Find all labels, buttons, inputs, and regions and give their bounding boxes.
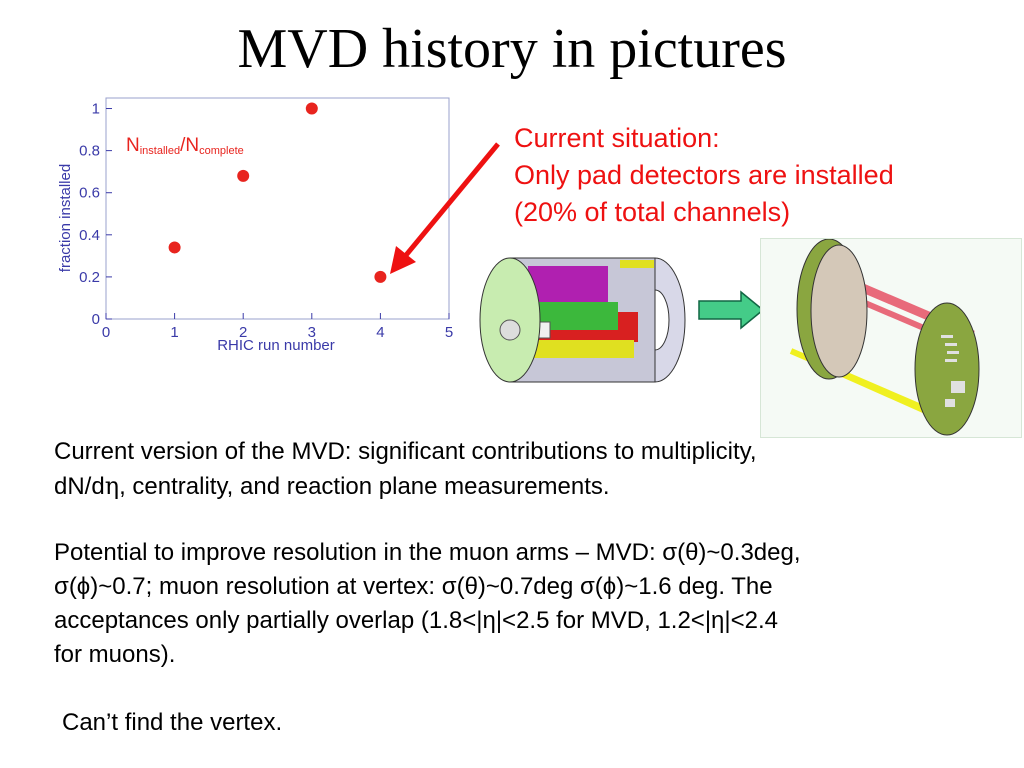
- data-point: [374, 270, 387, 283]
- annotation-sub1: installed: [140, 145, 180, 157]
- chart-axes: 0 1 2 3 4 5 0 0.2 0.4 0.6 0.8 1: [79, 97, 453, 341]
- paragraph2-line-4: for muons).: [54, 641, 176, 668]
- x-tick-label: 0: [102, 324, 110, 341]
- paragraph1-text-c: , centrality, and reaction plane measure…: [119, 473, 610, 500]
- pad-detector-illustration: [789, 238, 980, 436]
- x-tick-label: 5: [445, 324, 453, 341]
- plot-frame: [105, 97, 450, 320]
- paragraph2-line-1: Potential to improve resolution in the m…: [54, 539, 801, 566]
- chart-svg: 0 1 2 3 4 5 0 0.2 0.4 0.6 0.8 1 RHIC run number fra…: [57, 97, 453, 354]
- callout-line-2: Only pad detectors are installed: [514, 160, 894, 190]
- x-tick-label: 3: [308, 324, 316, 341]
- annotation-sub2: complete: [199, 145, 244, 157]
- paragraph2-line-3: acceptances only partially overlap (1.8<…: [54, 607, 779, 634]
- chart-points: [168, 102, 387, 283]
- y-tick-label: 0.4: [79, 227, 100, 244]
- y-tick-label: 0.2: [79, 269, 100, 286]
- y-tick-label: 0: [92, 311, 100, 328]
- mvd-cutaway-illustration: [479, 257, 686, 383]
- annotation-slash: /: [180, 135, 186, 156]
- data-point: [305, 102, 318, 115]
- callout-line-3: (20% of total channels): [514, 197, 791, 227]
- x-tick-label: 1: [170, 324, 178, 341]
- red-arrow-icon: [390, 142, 500, 274]
- current-situation-callout: Current situation: Only pad detectors ar…: [514, 120, 894, 231]
- pad-detector-panel: [760, 238, 1022, 438]
- x-axis-label: RHIC run number: [217, 337, 335, 354]
- x-tick-label: 4: [376, 324, 384, 341]
- eta-symbol: η: [104, 472, 120, 500]
- y-axis-label: fraction installed: [57, 164, 74, 272]
- data-point: [237, 169, 250, 182]
- y-tick-label: 0.6: [79, 185, 100, 202]
- paragraph-vertex: Can’t find the vertex.: [62, 709, 283, 736]
- annotation-n2: N: [185, 135, 199, 156]
- x-tick-label: 2: [239, 324, 247, 341]
- y-tick-label: 1: [92, 101, 100, 118]
- annotation-n1: N: [126, 135, 140, 156]
- paragraph1-text-b: dN/d: [54, 473, 105, 500]
- callout-line-1: Current situation:: [514, 123, 720, 153]
- data-point: [168, 241, 181, 254]
- fraction-installed-chart: 0 1 2 3 4 5 0 0.2 0.4 0.6 0.8 1 RHIC run number fra…: [50, 88, 460, 358]
- chart-annotation: Ninstalled/Ncomplete: [126, 135, 244, 157]
- paragraph-muon-resolution: Potential to improve resolution in the m…: [54, 536, 954, 672]
- paragraph2-line-2: σ(ϕ)~0.7; muon resolution at vertex: σ(θ…: [54, 573, 773, 600]
- green-arrow-icon: [698, 290, 765, 330]
- paragraph-mvd-current-version: Current version of the MVD: significant …: [54, 435, 954, 504]
- y-tick-label: 0.8: [79, 143, 100, 160]
- slide-title: MVD history in pictures: [237, 18, 787, 80]
- paragraph1-text-a: Current version of the MVD: significant …: [54, 438, 757, 465]
